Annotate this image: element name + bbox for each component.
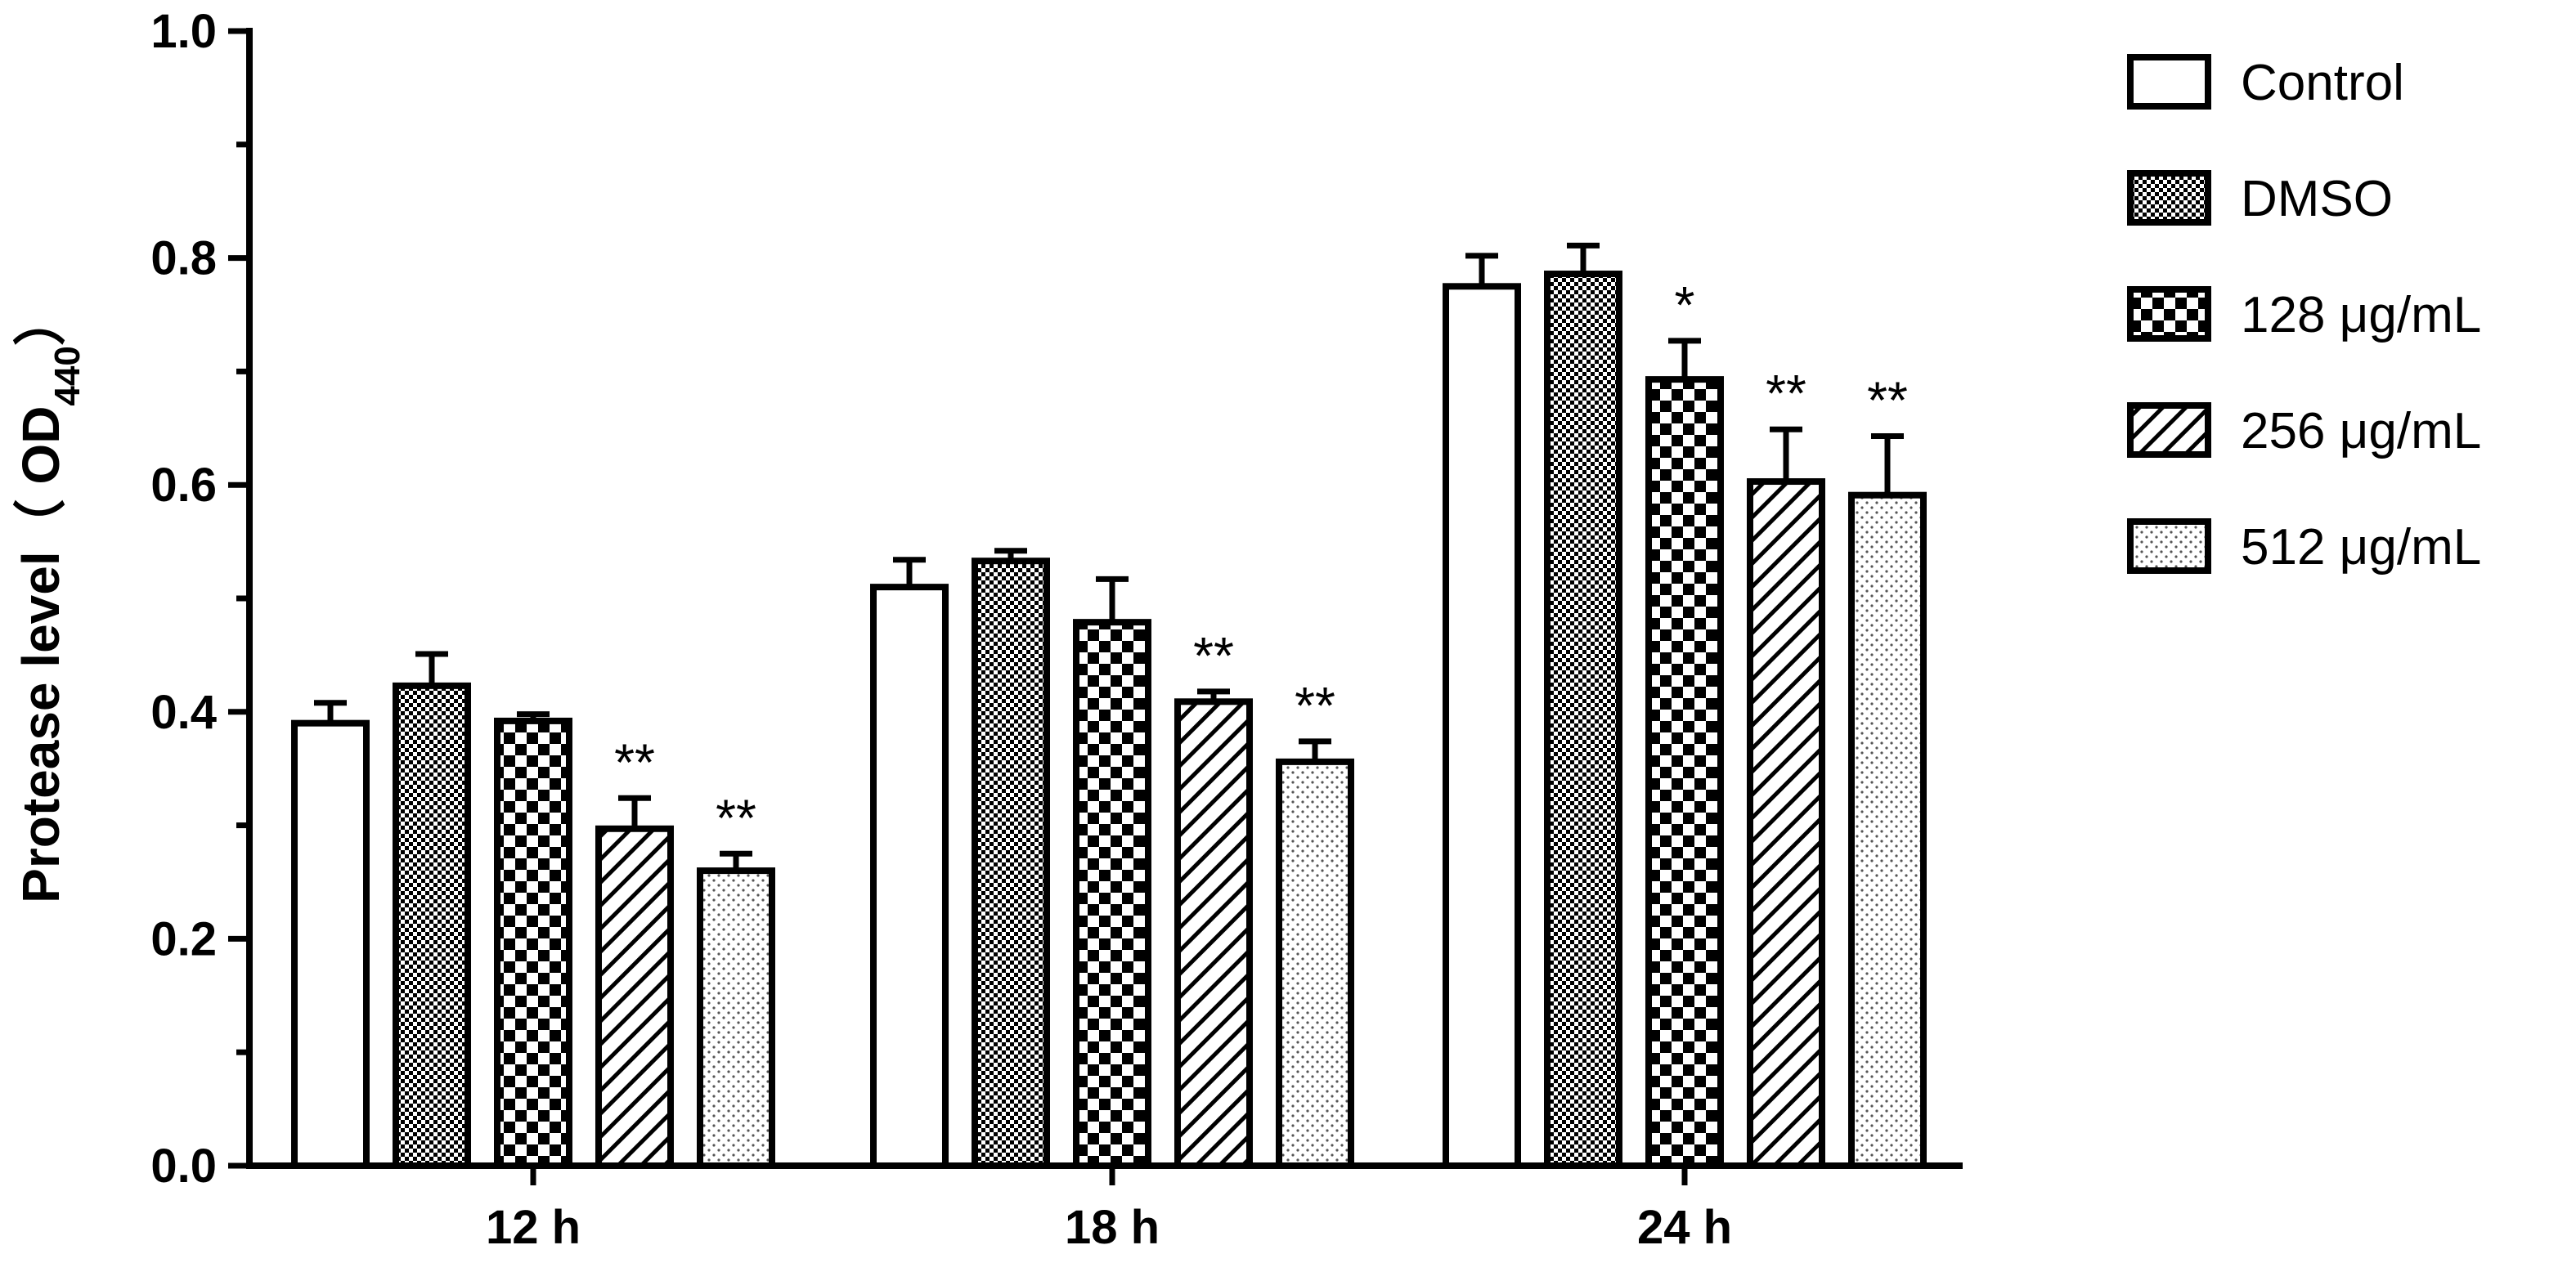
y-tick-label: 0.2 (150, 912, 217, 965)
x-category-label: 12 h (486, 1201, 581, 1254)
legend-label: Control (2241, 55, 2404, 111)
significance-mark: ** (614, 732, 655, 791)
bar (1747, 478, 1825, 1169)
bar (393, 682, 471, 1169)
legend-swatch (2127, 170, 2211, 226)
y-tick-label: 0.6 (150, 459, 217, 512)
y-tick-label: 1.0 (150, 5, 217, 58)
legend-swatch (2127, 402, 2211, 458)
bar (697, 867, 775, 1169)
legend-label: 512 μg/mL (2241, 519, 2481, 576)
bar (1848, 491, 1927, 1169)
legend-swatch (2127, 54, 2211, 110)
significance-mark: ** (1867, 371, 1908, 430)
legend-label: DMSO (2241, 171, 2393, 227)
legend-swatch (2127, 518, 2211, 574)
legend-swatch (2127, 286, 2211, 342)
y-tick-label: 0.0 (150, 1140, 217, 1193)
bar (494, 717, 572, 1169)
significance-mark: ** (1193, 626, 1234, 685)
y-tick-label: 0.8 (150, 232, 217, 285)
significance-mark: * (1675, 275, 1695, 334)
significance-mark: ** (716, 788, 756, 847)
significance-mark: ** (1295, 676, 1335, 735)
y-axis-label: Protease level（ OD440） (11, 293, 88, 903)
bar (972, 558, 1050, 1169)
bar (595, 825, 674, 1169)
bar (291, 719, 370, 1169)
x-category-label: 18 h (1065, 1201, 1160, 1254)
legend: Control DMSO 128 μg/mL 256 μg/mL 512 μg/mL (2127, 54, 2481, 576)
bar (1544, 271, 1622, 1170)
bar (1073, 619, 1151, 1169)
bar (870, 584, 949, 1169)
bar (1645, 376, 1724, 1169)
bar (1443, 283, 1521, 1169)
bar (1174, 698, 1253, 1169)
bar (1276, 758, 1354, 1169)
legend-label: 128 μg/mL (2241, 287, 2481, 343)
x-category-label: 24 h (1637, 1201, 1732, 1254)
y-tick-label: 0.4 (150, 686, 217, 739)
legend-label: 256 μg/mL (2241, 403, 2481, 459)
significance-mark: ** (1766, 364, 1806, 423)
